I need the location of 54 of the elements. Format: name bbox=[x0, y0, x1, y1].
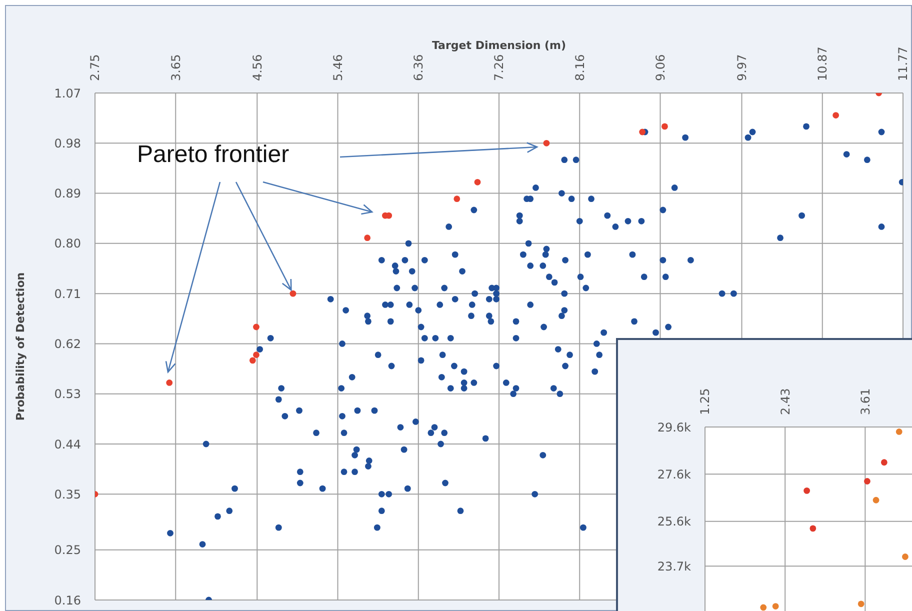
point bbox=[810, 525, 816, 532]
y-tick-label: 0.62 bbox=[54, 336, 81, 351]
point bbox=[290, 290, 296, 297]
x-tick-label: 6.36 bbox=[412, 54, 426, 81]
x-tick-label: 1.25 bbox=[698, 388, 712, 415]
point bbox=[364, 234, 371, 242]
y-tick-label: 0.25 bbox=[54, 543, 81, 558]
point bbox=[902, 554, 908, 560]
y-axis-title: Probability of Detection bbox=[14, 272, 27, 421]
y-tick-label: 29.6k bbox=[657, 420, 692, 434]
point bbox=[253, 324, 260, 330]
point bbox=[253, 352, 260, 358]
point bbox=[166, 380, 173, 386]
point bbox=[772, 603, 779, 610]
x-tick-label: 11.77 bbox=[896, 46, 910, 81]
point bbox=[804, 487, 810, 494]
point bbox=[880, 459, 888, 466]
y-tick-label: 27.6k bbox=[657, 467, 692, 482]
x-tick-label: 9.97 bbox=[734, 54, 749, 81]
x-tick-label: 3.65 bbox=[168, 54, 183, 81]
point bbox=[249, 357, 256, 364]
y-tick-label: 1.07 bbox=[54, 86, 81, 100]
y-tick-label: 0.44 bbox=[54, 437, 81, 452]
point bbox=[858, 600, 864, 608]
x-tick-label: 4.56 bbox=[250, 54, 264, 81]
point bbox=[872, 496, 880, 504]
x-tick-label: 3.61 bbox=[858, 388, 872, 415]
x-tick-label: 5.46 bbox=[330, 54, 345, 81]
y-tick-label: 0.53 bbox=[54, 387, 81, 402]
point bbox=[474, 178, 481, 186]
x-tick-label: 7.26 bbox=[492, 54, 506, 81]
annotation: Pareto frontier bbox=[137, 141, 290, 169]
y-tick-label: 25.6k bbox=[657, 514, 692, 529]
x-tick-label: 2.75 bbox=[88, 54, 102, 81]
point bbox=[896, 428, 902, 435]
point bbox=[543, 140, 550, 146]
point bbox=[454, 196, 460, 202]
x-tick-label: 8.16 bbox=[572, 54, 587, 81]
point bbox=[639, 128, 646, 136]
point bbox=[832, 112, 840, 118]
x-tick-label: 10.87 bbox=[816, 46, 830, 81]
point bbox=[662, 123, 668, 130]
x-axis-title: Target Dimension (m) bbox=[432, 39, 566, 52]
x-tick-label: 9.06 bbox=[653, 54, 668, 81]
point bbox=[760, 604, 767, 611]
y-tick-label: 0.16 bbox=[54, 593, 81, 608]
y-tick-label: 0.35 bbox=[54, 487, 81, 502]
y-tick-label: 0.80 bbox=[54, 236, 81, 251]
y-tick-label: 0.98 bbox=[54, 136, 81, 150]
y-tick-label: 23.7k bbox=[657, 559, 692, 574]
y-tick-label: 0.71 bbox=[54, 286, 81, 301]
y-tick-label: 0.89 bbox=[54, 186, 81, 201]
x-tick-label: 2.43 bbox=[778, 388, 792, 415]
point bbox=[864, 478, 870, 484]
